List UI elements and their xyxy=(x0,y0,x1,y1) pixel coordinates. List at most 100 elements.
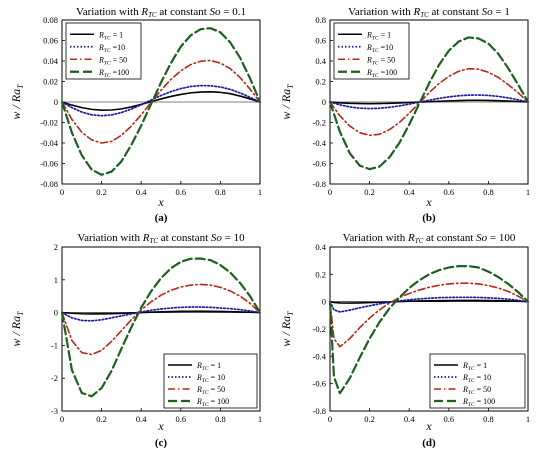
panel-b-legend-box xyxy=(333,22,410,80)
panel-b-xtick-label: 0.2 xyxy=(364,187,375,197)
panel-d-legend-label-3: RTC = 50 xyxy=(462,385,491,396)
panel-d: 0 0.2 0.4 0.6 0.8 1 -0.8 -0.6 -0.4 -0.2 0 0.2 0.4 Var… xyxy=(279,232,530,449)
panel-a-ytick-label: 0.02 xyxy=(43,77,58,87)
panel-c-ytick-label: -1 xyxy=(51,340,58,350)
panel-b-xtick-label: 0.6 xyxy=(443,187,454,197)
panel-a-xtick-label: 0.8 xyxy=(215,187,226,197)
panel-c-xtick-label: 0.4 xyxy=(136,414,147,424)
panel-d-xtick-label: 0 xyxy=(328,414,332,424)
panel-a-ytick-label: -0.04 xyxy=(40,138,58,148)
panel-d-ytick-label: 0 xyxy=(322,297,326,307)
panel-b-legend-label-3: RTC = 50 xyxy=(366,55,395,66)
panel-a-caption: (a) xyxy=(155,212,168,224)
panel-d-series-line-2 xyxy=(329,296,529,313)
panel-c-legend-label-2: RTC = 10 xyxy=(196,373,225,384)
panel-a-xtick-label: 0 xyxy=(60,187,64,197)
panel-a-legend-box xyxy=(65,22,142,80)
panel-a-legend-label-2: RTC =10 xyxy=(98,43,125,54)
panel-c-legend-label-1: RTC = 1 xyxy=(196,361,221,372)
panel-c: 0 0.2 0.4 0.6 0.8 1 -3 -2 -1 0 1 2 Variation with RT… xyxy=(9,232,262,449)
panel-a-series-line-3 xyxy=(61,59,261,144)
panel-d-caption: (d) xyxy=(422,437,436,449)
panel-a-legend-label-4: RTC =100 xyxy=(98,68,129,79)
panel-c-series-line-4 xyxy=(60,257,262,398)
panel-c-ylabel: w / RaT xyxy=(9,311,25,347)
panel-b-series-line-3 xyxy=(329,67,529,137)
panel-c-xlabel: x xyxy=(157,419,164,433)
panel-b-legend-label-4: RTC =100 xyxy=(366,68,397,79)
panel-b-ytick-label: -0.8 xyxy=(313,179,326,189)
panel-c-series-line-2 xyxy=(61,306,261,322)
panel-c-xtick-label: 0.8 xyxy=(215,414,226,424)
panel-b-ytick-label: 0 xyxy=(322,97,326,107)
panel-d-legend-label-1: RTC = 1 xyxy=(462,361,487,372)
panel-b-series-line-4 xyxy=(328,36,530,171)
panel-a-series-line-2 xyxy=(61,84,261,117)
panel-d-title: Variation with RTC at constant So = 100 xyxy=(343,232,516,245)
panel-b-title: Variation with RTC at constant So = 1 xyxy=(348,6,510,19)
panel-b-ytick-label: -0.6 xyxy=(313,159,326,169)
panel-d-ytick-label: -0.6 xyxy=(313,379,326,389)
panel-a-ylabel: w / RaT xyxy=(9,84,25,120)
panel-b-series-line-2 xyxy=(329,94,529,110)
panel-a-xtick-label: 0.4 xyxy=(136,187,147,197)
panel-d-xtick-label: 0.6 xyxy=(443,414,454,424)
panel-d-ytick-label: 0.4 xyxy=(315,242,326,252)
panel-b-ytick-label: 0.8 xyxy=(315,15,326,25)
panel-d-ytick-label: -0.8 xyxy=(313,406,326,416)
panel-c-legend-label-3: RTC = 50 xyxy=(196,385,225,396)
panel-b-legend-label-1: RTC = 1 xyxy=(366,30,391,41)
panel-c-legend-label-4: RTC = 100 xyxy=(196,397,229,408)
panel-c-ytick-label: 1 xyxy=(54,275,58,285)
panel-c-series-line-1 xyxy=(61,310,261,315)
panel-c-ytick-label: 0 xyxy=(54,308,58,318)
panel-c-title: Variation with RTC at constant So = 10 xyxy=(77,232,245,245)
panel-c-plot-frame xyxy=(61,246,261,412)
panel-b-ytick-label: 0.2 xyxy=(315,77,326,87)
panel-b-ylabel: w / RaT xyxy=(279,84,295,120)
panel-b-ytick-label: 0.6 xyxy=(315,36,326,46)
panel-b-ytick-label: -0.2 xyxy=(313,118,326,128)
panel-c-caption: (c) xyxy=(155,437,168,449)
panel-a-ytick-label: -0.02 xyxy=(40,118,58,128)
panel-c-ytick-label: -3 xyxy=(51,406,58,416)
panel-d-ylabel: w / RaT xyxy=(279,311,295,347)
panel-b-xtick-label: 0.8 xyxy=(483,187,494,197)
panel-a: 0 0.2 0.4 0.6 0.8 1 -0.08 -0.06 -0.04 -0.02 0 0.02 0… xyxy=(9,6,262,224)
panel-d-legend-label-2: RTC = 10 xyxy=(462,373,491,384)
panel-d-legend-box xyxy=(429,353,526,409)
panel-b-xtick-label: 0 xyxy=(328,187,332,197)
panel-d-ytick-label: 0.2 xyxy=(315,269,326,279)
panel-a-xlabel: x xyxy=(157,195,164,209)
panel-b-ytick-label: 0.4 xyxy=(315,56,326,66)
panel-b-xtick-label: 1 xyxy=(526,187,530,197)
panel-c-ytick-label: -2 xyxy=(51,373,58,383)
panel-d-xlabel: x xyxy=(425,419,432,433)
panel-a-ytick-label: -0.08 xyxy=(40,179,58,189)
panel-a-xtick-label: 0.6 xyxy=(175,187,186,197)
panel-a-legend-label-1: RTC = 1 xyxy=(98,30,123,41)
panel-b-caption: (b) xyxy=(422,212,436,224)
panel-c-xtick-label: 0.6 xyxy=(175,414,186,424)
panel-c-legend-box xyxy=(163,353,258,409)
panel-c-series-line-3 xyxy=(61,283,261,356)
panel-c-xtick-label: 0 xyxy=(60,414,64,424)
panel-d-ytick-label: -0.4 xyxy=(313,351,327,361)
panel-c-ytick-label: 2 xyxy=(54,242,58,252)
panel-a-xtick-label: 0.2 xyxy=(96,187,107,197)
panel-a-ytick-label: 0 xyxy=(54,97,58,107)
panel-b-legend-label-2: RTC =10 xyxy=(366,43,393,54)
panel-d-series-line-3 xyxy=(329,282,529,348)
panel-d-xtick-label: 1 xyxy=(526,414,530,424)
panel-d-series-line-4 xyxy=(328,265,530,395)
panel-b-xlabel: x xyxy=(425,195,432,209)
panel-c-xtick-label: 0.2 xyxy=(96,414,107,424)
panel-d-legend-label-4: RTC = 100 xyxy=(462,397,495,408)
panel-a-ytick-label: -0.06 xyxy=(40,159,58,169)
panel-a-series-line-1 xyxy=(61,91,261,111)
panel-b: 0 0.2 0.4 0.6 0.8 1 -0.8 -0.6 -0.4 -0.2 0 0.2 0.4 0.6… xyxy=(279,6,530,224)
